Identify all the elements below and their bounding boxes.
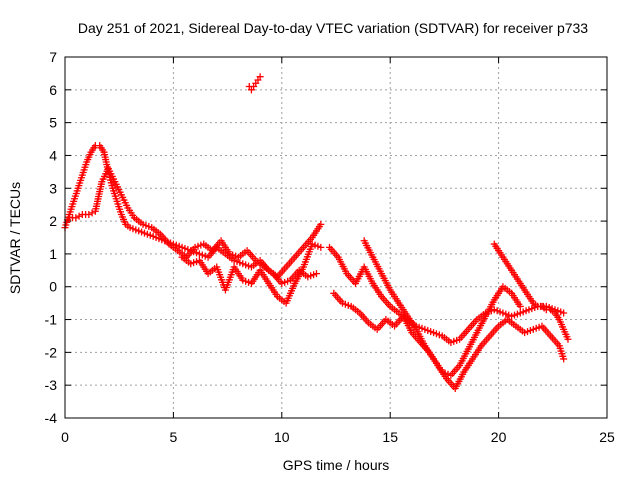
series-track-h	[245, 73, 264, 94]
series-track-c	[178, 240, 325, 307]
grid-layer	[65, 57, 607, 418]
y-tick-label: -3	[45, 377, 58, 393]
y-tick-label: 1	[49, 246, 57, 262]
data-point	[516, 302, 524, 310]
series-track-b	[65, 165, 320, 287]
plot-frame	[64, 56, 608, 419]
x-tick-label: 15	[382, 429, 398, 445]
data-point	[256, 73, 264, 81]
y-tick-label: -1	[45, 312, 58, 328]
y-tick-label: 2	[49, 213, 57, 229]
y-tick-label: -2	[45, 344, 58, 360]
point-layer	[61, 73, 572, 392]
data-point	[317, 243, 325, 251]
y-tick-label: 3	[49, 180, 57, 196]
y-tick-label: 4	[49, 147, 57, 163]
data-point	[85, 211, 93, 219]
tick-layer: 0 5 10 15 20 25 -4 -3 -2 -1 0 1 2 3 4 5 6 7	[45, 49, 615, 445]
x-tick-label: 5	[170, 429, 178, 445]
data-point	[72, 214, 80, 222]
data-point	[75, 212, 83, 220]
x-tick-label: 10	[274, 429, 290, 445]
series-track-a	[61, 142, 325, 281]
data-point	[317, 220, 325, 228]
chart-title: Day 251 of 2021, Sidereal Day-to-day VTE…	[78, 20, 588, 36]
y-tick-label: 0	[49, 279, 57, 295]
y-tick-label: 6	[49, 82, 57, 98]
x-tick-label: 25	[599, 429, 615, 445]
x-tick-label: 20	[491, 429, 507, 445]
x-axis-label: GPS time / hours	[283, 457, 390, 473]
y-tick-label: 5	[49, 115, 57, 131]
data-point	[312, 270, 320, 278]
y-tick-label: -4	[45, 410, 58, 426]
series-track-f	[360, 237, 524, 379]
y-axis-label: SDTVAR / TECUs	[7, 182, 23, 294]
series-track-g	[490, 240, 572, 343]
x-tick-label: 0	[61, 429, 69, 445]
y-tick-label: 7	[49, 49, 57, 65]
data-point	[564, 335, 572, 343]
data-point	[560, 355, 568, 363]
data-point	[88, 209, 96, 217]
data-point	[560, 309, 568, 317]
